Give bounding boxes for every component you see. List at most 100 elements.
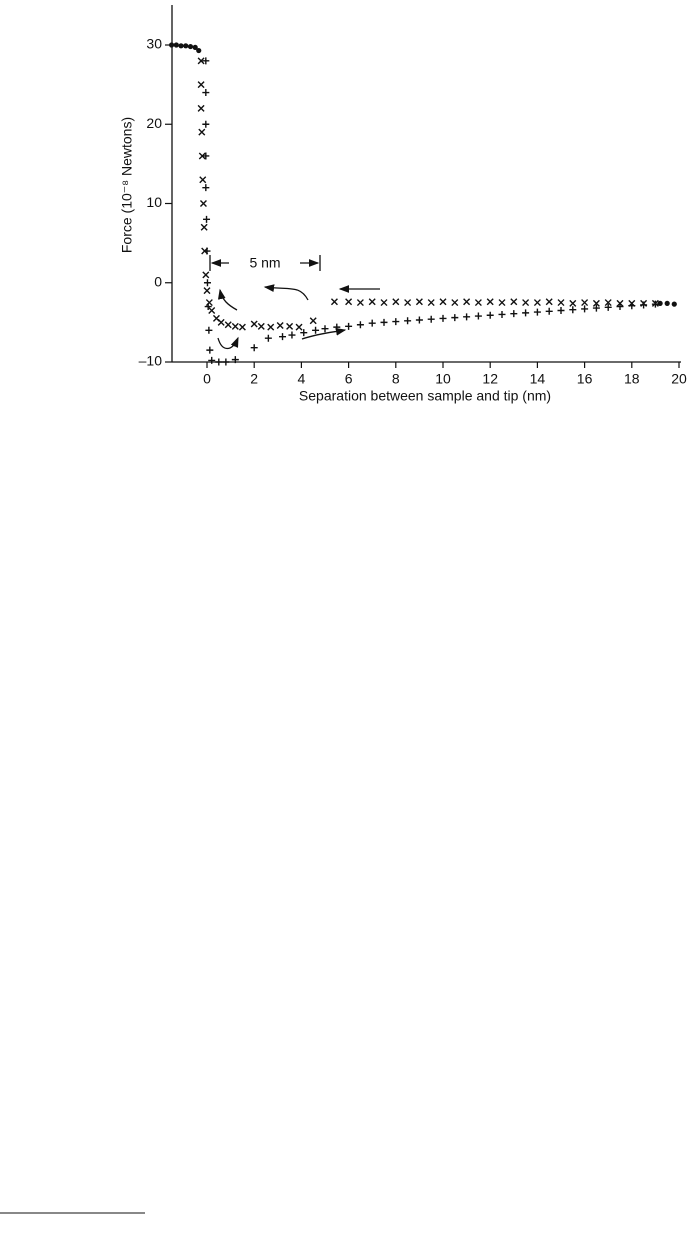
point bbox=[267, 323, 275, 331]
point bbox=[202, 152, 210, 160]
point bbox=[533, 308, 541, 316]
y-tick-label: 10 bbox=[146, 194, 162, 210]
point bbox=[392, 298, 400, 306]
point bbox=[486, 311, 494, 319]
point bbox=[345, 322, 353, 330]
point bbox=[231, 356, 239, 364]
point bbox=[664, 300, 670, 306]
x-tick-label: 18 bbox=[624, 371, 640, 387]
point bbox=[169, 42, 175, 48]
point bbox=[200, 223, 208, 231]
point bbox=[330, 298, 338, 306]
point bbox=[198, 152, 206, 160]
point bbox=[197, 81, 205, 89]
point bbox=[368, 298, 376, 306]
point bbox=[474, 312, 482, 320]
point bbox=[187, 43, 194, 50]
point bbox=[204, 303, 212, 311]
point bbox=[257, 322, 265, 330]
point bbox=[356, 299, 364, 307]
point bbox=[178, 43, 184, 49]
point bbox=[208, 356, 216, 364]
point bbox=[321, 325, 329, 333]
point bbox=[657, 300, 663, 306]
point bbox=[451, 314, 459, 322]
y-tick-label: –10 bbox=[139, 353, 163, 369]
x-tick-label: 8 bbox=[392, 371, 400, 387]
point bbox=[392, 318, 400, 326]
point bbox=[203, 215, 211, 223]
point bbox=[183, 43, 189, 49]
point bbox=[250, 320, 258, 328]
point bbox=[533, 299, 541, 307]
point bbox=[312, 326, 320, 334]
point bbox=[300, 329, 308, 337]
point bbox=[206, 346, 214, 354]
point bbox=[173, 42, 179, 48]
point bbox=[202, 89, 210, 97]
point bbox=[380, 299, 388, 307]
point bbox=[498, 299, 506, 307]
point bbox=[545, 298, 553, 306]
y-tick-label: 30 bbox=[146, 36, 162, 52]
point bbox=[671, 301, 677, 307]
point bbox=[522, 299, 530, 307]
point bbox=[203, 279, 211, 287]
point bbox=[208, 306, 216, 314]
point bbox=[569, 299, 577, 307]
point bbox=[286, 322, 294, 330]
point bbox=[463, 313, 471, 321]
point bbox=[474, 299, 482, 307]
point bbox=[510, 298, 518, 306]
x-tick-label: 12 bbox=[482, 371, 498, 387]
point bbox=[604, 299, 612, 307]
point bbox=[368, 319, 376, 327]
point bbox=[295, 323, 303, 331]
point bbox=[439, 314, 447, 322]
point bbox=[202, 184, 210, 192]
point bbox=[222, 358, 230, 366]
point bbox=[196, 47, 202, 54]
y-tick-label: 0 bbox=[154, 273, 162, 289]
point bbox=[415, 298, 423, 306]
x-axis-label: Separation between sample and tip (nm) bbox=[299, 388, 551, 404]
point bbox=[203, 287, 211, 295]
point bbox=[356, 321, 364, 329]
x-tick-label: 10 bbox=[435, 371, 451, 387]
point bbox=[557, 299, 565, 307]
point bbox=[628, 302, 636, 310]
y-tick-label: 20 bbox=[146, 115, 162, 131]
point bbox=[404, 317, 412, 325]
point bbox=[345, 298, 353, 306]
point bbox=[238, 323, 246, 331]
x-tick-label: 6 bbox=[345, 371, 353, 387]
point bbox=[333, 323, 341, 331]
y-axis-label: Force (10⁻⁸ Newtons) bbox=[119, 117, 135, 253]
point bbox=[463, 298, 471, 306]
point bbox=[202, 271, 210, 279]
arrows bbox=[209, 255, 380, 350]
point bbox=[592, 304, 600, 312]
point bbox=[224, 321, 232, 329]
point bbox=[581, 305, 589, 313]
point bbox=[276, 322, 284, 330]
x-tick-label: 4 bbox=[298, 371, 306, 387]
x-tick-label: 16 bbox=[577, 371, 593, 387]
point bbox=[451, 299, 459, 307]
point bbox=[427, 299, 435, 307]
point bbox=[197, 104, 205, 112]
point bbox=[202, 57, 210, 65]
x-tick-label: 0 bbox=[203, 371, 211, 387]
point bbox=[205, 326, 213, 334]
point bbox=[197, 57, 205, 65]
point bbox=[217, 318, 225, 326]
point bbox=[215, 358, 223, 366]
point bbox=[569, 306, 577, 314]
annotation: 5 nm bbox=[249, 255, 280, 271]
point bbox=[202, 120, 210, 128]
point bbox=[404, 299, 412, 307]
point bbox=[199, 200, 207, 207]
point bbox=[592, 299, 600, 307]
point bbox=[288, 331, 296, 339]
